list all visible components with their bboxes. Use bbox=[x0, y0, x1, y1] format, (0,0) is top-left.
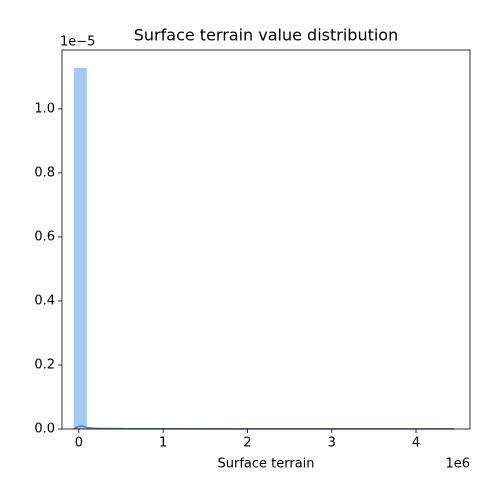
kde-line bbox=[73, 425, 454, 430]
x-tick-label: 3 bbox=[328, 436, 336, 451]
histogram-bar bbox=[73, 67, 87, 430]
x-tick-label: 0 bbox=[75, 436, 83, 451]
x-tick-label: 1 bbox=[159, 436, 167, 451]
y-tick-label: 0.2 bbox=[34, 357, 55, 372]
y-tick-label: 0.4 bbox=[34, 293, 55, 308]
y-tick-label: 1.0 bbox=[34, 101, 55, 116]
x-offset-label: 1e6 bbox=[445, 457, 470, 472]
x-tick-label: 2 bbox=[243, 436, 251, 451]
y-tick-label: 0.8 bbox=[34, 165, 55, 180]
y-tick-label: 0.6 bbox=[34, 229, 55, 244]
y-tick-label: 0.0 bbox=[34, 422, 55, 437]
chart-title: Surface terrain value distribution bbox=[134, 26, 398, 45]
x-axis-label: Surface terrain bbox=[217, 457, 314, 472]
axes-frame bbox=[61, 49, 471, 430]
x-tick-label: 4 bbox=[412, 436, 420, 451]
y-offset-label: 1e−5 bbox=[60, 35, 95, 50]
